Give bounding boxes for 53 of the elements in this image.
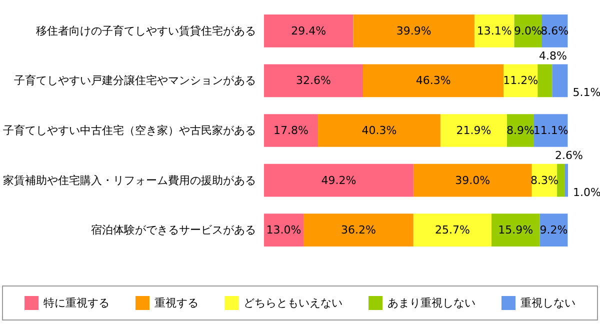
data-label: 11.2% [503, 74, 538, 88]
data-label: 40.3% [362, 124, 397, 137]
data-label: 13.0% [266, 224, 302, 237]
y-tick-label: 宿泊体験ができるサービスがある [91, 224, 256, 237]
bar [440, 114, 507, 147]
data-label: 2.6% [555, 148, 583, 162]
data-label: 4.8% [538, 49, 567, 62]
bar [264, 214, 304, 247]
y-tick-label: 家賃補助や住宅購入・リフォーム費用の援助がある [3, 174, 256, 187]
data-label: 25.7% [434, 224, 470, 237]
bar [491, 214, 540, 247]
data-label: 21.9% [456, 124, 492, 137]
data-label: 8.9% [506, 124, 534, 137]
bar [353, 14, 474, 48]
legend-label: 特に重視する [44, 296, 110, 310]
bar [413, 164, 532, 197]
legend-label: 重視しない [520, 296, 576, 310]
bar [557, 164, 565, 197]
data-label: 5.1% [572, 86, 600, 100]
data-label: 11.1% [533, 124, 568, 137]
bar [264, 14, 354, 48]
bar [538, 64, 552, 98]
legend-label: 重視する [154, 296, 198, 310]
bar [318, 114, 440, 147]
bar [474, 14, 514, 48]
bar [264, 164, 414, 197]
data-label: 1.0% [573, 186, 600, 199]
data-label: 39.9% [396, 24, 432, 38]
data-label: 17.8% [274, 124, 309, 137]
bar [413, 214, 492, 247]
data-label: 46.3% [416, 74, 451, 88]
data-label: 13.1% [476, 24, 512, 38]
bar [264, 64, 364, 98]
data-label: 9.0% [514, 24, 542, 38]
bar [363, 64, 504, 98]
data-label: 49.2% [321, 174, 356, 187]
data-label: 15.9% [498, 224, 534, 237]
bar [564, 164, 568, 197]
y-tick-label: 移住者向けの子育てしやすい賃貸住宅がある [36, 24, 256, 38]
bar [264, 114, 318, 147]
data-label: 8.3% [530, 174, 558, 187]
bar [552, 64, 568, 98]
legend-label: あまり重視しない [388, 296, 476, 310]
bar [534, 114, 568, 147]
data-label: 29.4% [291, 24, 326, 38]
legend-label: どちらともいえない [244, 296, 342, 310]
bar [303, 214, 414, 247]
y-tick-label: 子育てしやすい戸建分譲住宅やマンションがある [14, 74, 256, 88]
data-label: 9.2% [540, 224, 568, 237]
data-label: 32.6% [296, 74, 331, 88]
data-label: 36.2% [340, 224, 376, 237]
y-tick-label: 子育てしやすい中古住宅（空き家）や古民家がある [3, 124, 256, 137]
data-label: 39.0% [455, 174, 490, 187]
